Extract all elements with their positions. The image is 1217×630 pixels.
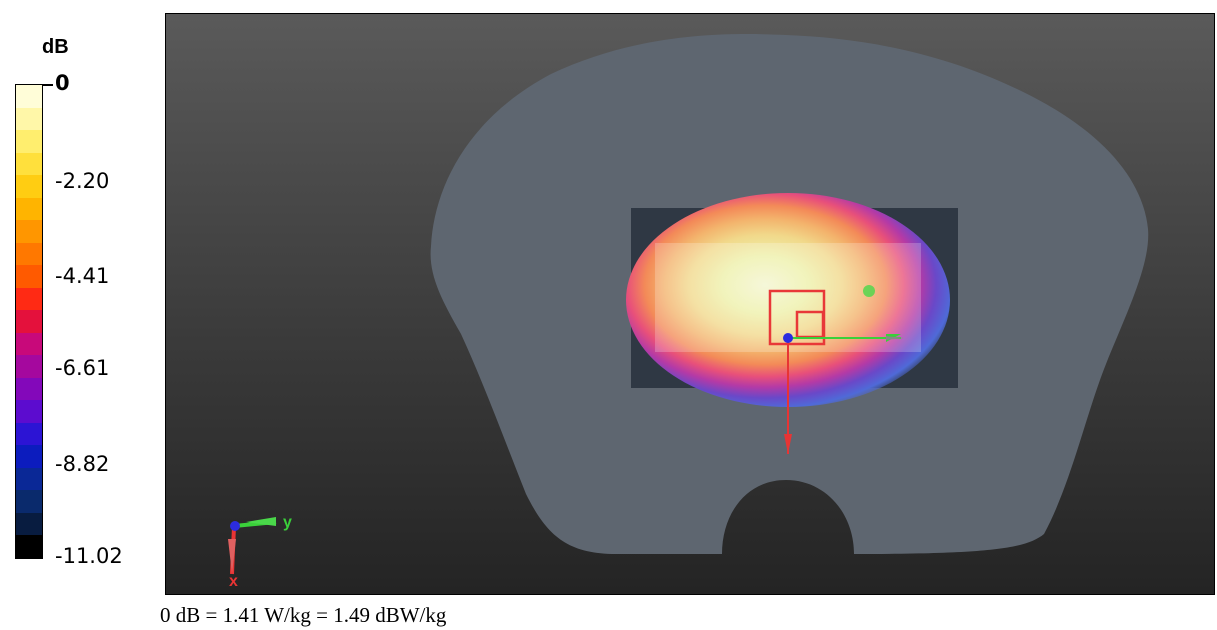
- axis-y-label: y: [283, 514, 292, 531]
- peak-marker: [863, 285, 875, 297]
- 3d-viewport[interactable]: y x: [165, 13, 1215, 595]
- colorbar-swatch: [16, 377, 42, 401]
- colorbar-unit: dB: [42, 36, 69, 58]
- sar-distribution: [626, 193, 950, 407]
- colorbar-swatch: [16, 197, 42, 221]
- colorbar-swatch: [16, 85, 42, 108]
- colorbar-tick-1: -2.20: [55, 169, 110, 193]
- colorbar-swatch: [16, 265, 42, 288]
- viewport-scene: y x: [228, 34, 1149, 590]
- colorbar-swatch: [16, 332, 42, 356]
- orientation-triad: y x: [228, 514, 292, 590]
- colorbar-swatch: [16, 130, 42, 153]
- colorbar-swatch: [16, 310, 42, 333]
- colorbar: dB 0 -2.20 -4.41 -6.61 -8.82 -11.02: [0, 0, 165, 600]
- colorbar-swatch: [16, 287, 42, 311]
- colorbar-swatch: [16, 512, 42, 536]
- colorbar-swatch: [16, 400, 42, 423]
- colorbar-gradient: [15, 84, 43, 559]
- colorbar-swatch: [16, 490, 42, 513]
- colorbar-swatch: [16, 175, 42, 198]
- colorbar-swatch: [16, 355, 42, 378]
- colorbar-swatch: [16, 535, 42, 558]
- colorbar-tick-2: -4.41: [55, 264, 110, 288]
- scene-axes: [783, 333, 904, 454]
- sar-reference-caption: 0 dB = 1.41 W/kg = 1.49 dBW/kg: [160, 603, 447, 627]
- axis-x-label: x: [229, 573, 238, 590]
- colorbar-swatch: [16, 220, 42, 243]
- colorbar-tick-5: -11.02: [55, 544, 123, 568]
- colorbar-swatch: [16, 152, 42, 176]
- colorbar-tick-3: -6.61: [55, 356, 110, 380]
- colorbar-tick-4: -8.82: [55, 452, 110, 476]
- colorbar-swatch: [16, 107, 42, 131]
- colorbar-swatch: [16, 467, 42, 491]
- colorbar-swatch: [16, 445, 42, 468]
- colorbar-tick-0: 0: [55, 71, 70, 95]
- colorbar-tick-mark: [43, 84, 53, 86]
- colorbar-swatch: [16, 242, 42, 266]
- colorbar-swatch: [16, 422, 42, 446]
